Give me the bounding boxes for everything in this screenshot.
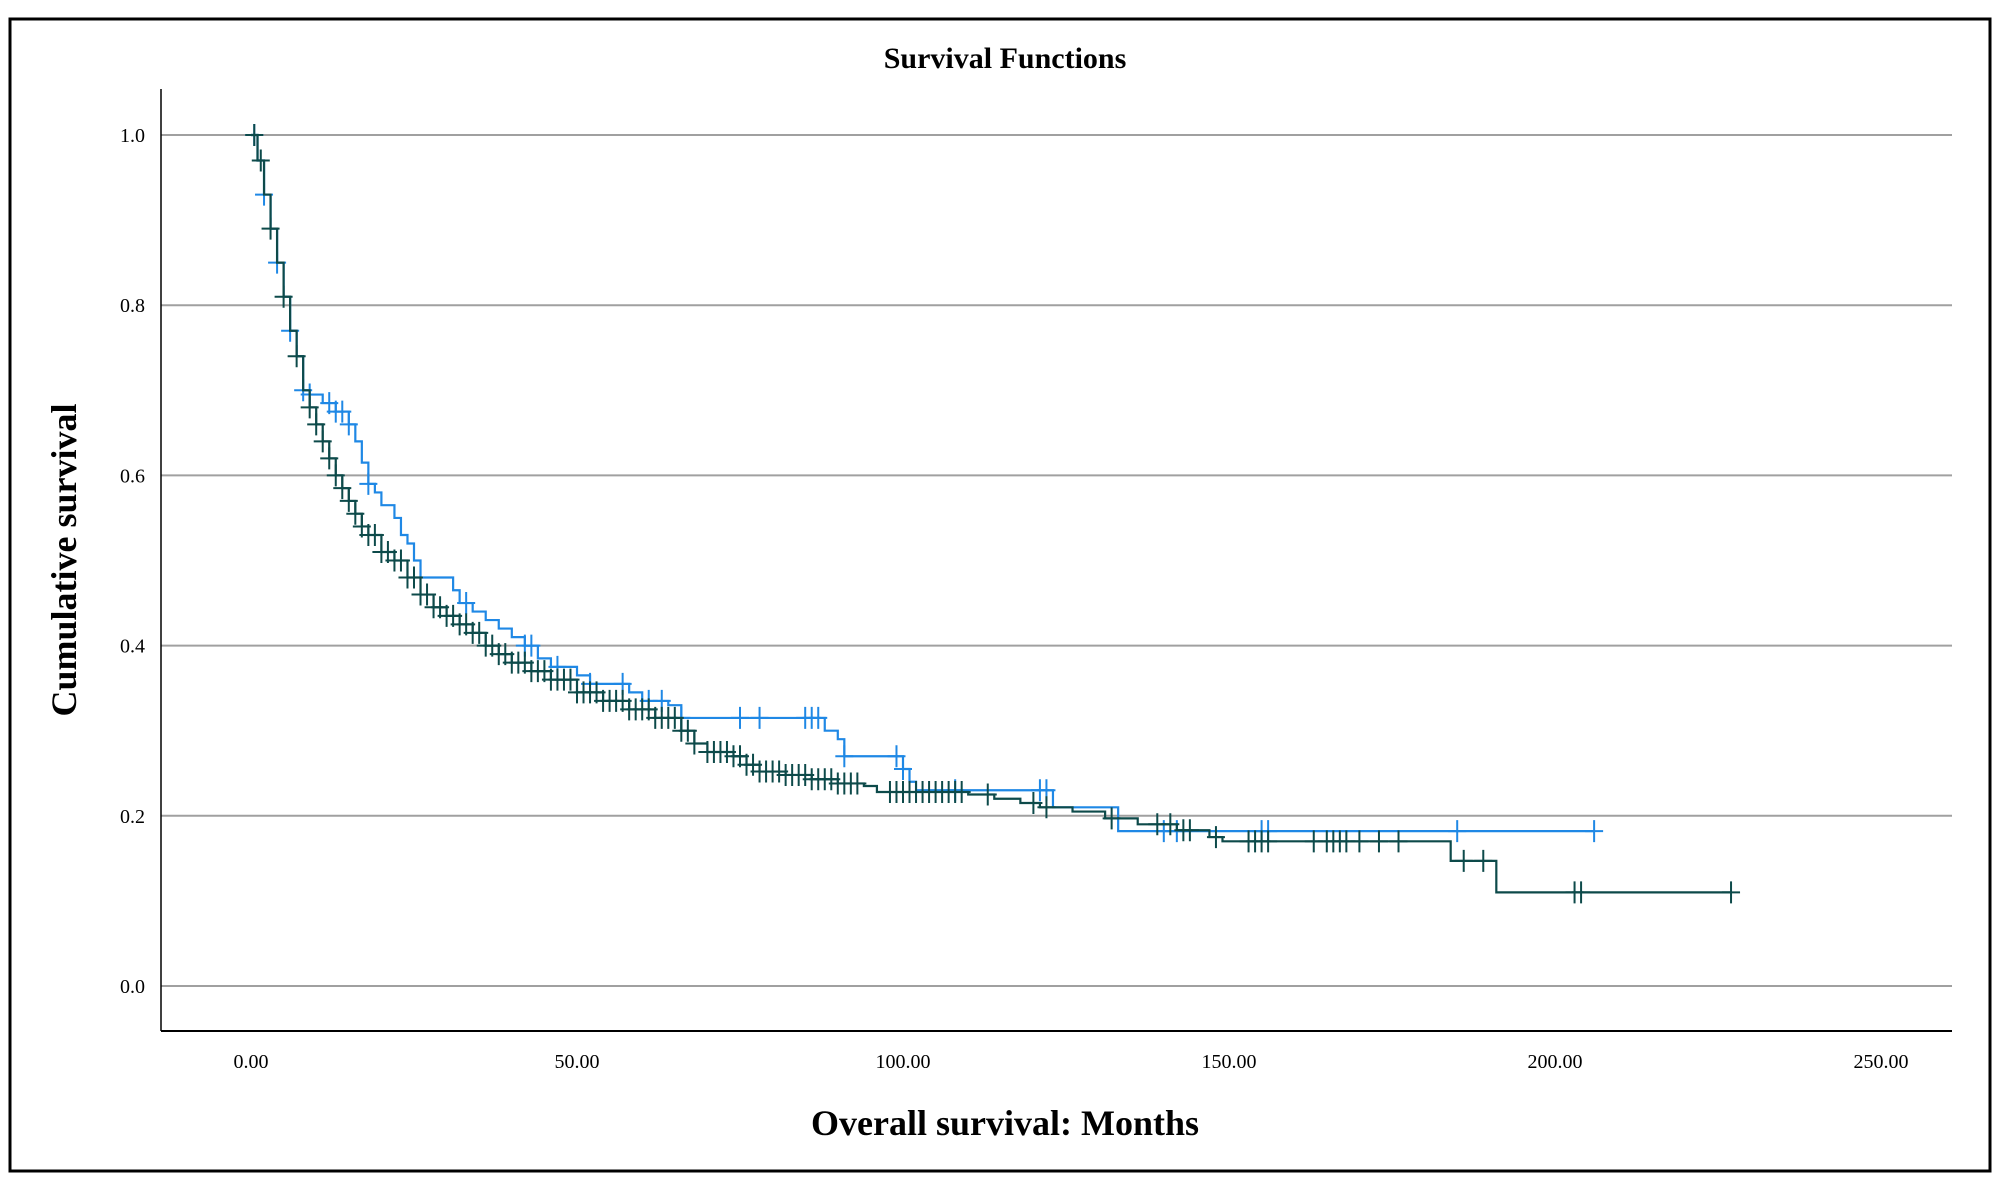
censor-mark — [1474, 849, 1493, 872]
censor-mark — [346, 502, 365, 525]
censor-mark — [391, 549, 410, 572]
censor-mark — [457, 592, 476, 615]
censor-mark — [339, 413, 358, 436]
x-tick-labels: 0.00 50.00 100.00 150.00 200.00 250.00 — [234, 1051, 1909, 1073]
censor-mark — [274, 285, 293, 308]
x-tick-label: 50.00 — [555, 1051, 600, 1073]
x-tick-label: 0.00 — [234, 1051, 269, 1073]
y-tick-label: 0.2 — [120, 806, 145, 828]
censor-mark — [1024, 792, 1043, 815]
x-tick-label: 100.00 — [876, 1051, 931, 1073]
y-tick-label: 1.0 — [120, 125, 145, 147]
censor-mark — [731, 706, 749, 729]
censor-mark — [522, 634, 541, 657]
censor-mark — [307, 413, 326, 436]
censor-mark — [333, 477, 352, 500]
censor-mark — [1454, 849, 1473, 872]
censor-mark — [952, 780, 971, 803]
censor-mark — [1722, 881, 1741, 904]
censor-mark — [665, 706, 684, 729]
chart-title: Survival Functions — [884, 42, 1127, 75]
censor-mark — [405, 566, 423, 589]
censor-mark — [1037, 796, 1056, 819]
censor-mark — [251, 149, 270, 172]
censor-mark — [333, 400, 352, 423]
censor-mark — [1389, 830, 1408, 853]
y-tick-label: 0.0 — [120, 976, 145, 998]
censor-mark — [339, 489, 358, 512]
y-tick-label: 0.8 — [120, 295, 145, 317]
censor-mark — [1161, 813, 1180, 836]
y-tick-label: 0.4 — [120, 636, 145, 658]
censor-mark — [245, 124, 264, 146]
x-tick-label: 250.00 — [1854, 1051, 1909, 1073]
censor-mark — [470, 621, 489, 644]
censor-mark — [750, 706, 769, 729]
censor-mark — [1206, 826, 1225, 849]
censor-mark — [418, 583, 437, 606]
chart-frame — [8, 17, 1992, 1173]
censor-mark — [685, 732, 704, 755]
censor-mark — [1259, 830, 1278, 853]
gridlines — [161, 134, 1952, 987]
censor-mark — [300, 396, 319, 419]
censor-mark — [287, 345, 306, 368]
censor-mark — [365, 523, 384, 546]
x-axis-label: Overall survival: Months — [811, 1103, 1199, 1143]
censor-mark — [326, 464, 345, 487]
censor-mark — [1180, 819, 1199, 842]
y-axis-label: Cumulative survival — [44, 403, 84, 716]
censor-mark — [313, 430, 332, 453]
censor-mark — [978, 783, 997, 806]
censor-mark — [1350, 830, 1369, 853]
censor-mark — [261, 217, 280, 240]
series-layer — [245, 124, 1741, 904]
x-tick-label: 150.00 — [1202, 1051, 1257, 1073]
censor-mark — [848, 772, 867, 795]
x-tick-label: 200.00 — [1528, 1051, 1583, 1073]
y-tick-label: 0.6 — [120, 465, 145, 487]
censor-mark — [359, 472, 378, 495]
y-tick-labels: 0.0 0.2 0.4 0.6 0.8 1.0 — [120, 125, 145, 998]
series-2 — [245, 124, 1741, 904]
censor-mark — [561, 668, 580, 691]
censor-mark — [887, 745, 906, 768]
censor-mark — [809, 706, 828, 729]
censor-mark — [320, 447, 339, 470]
censor-mark — [894, 757, 912, 780]
censor-mark — [835, 745, 854, 768]
censor-mark — [678, 719, 697, 742]
censor-mark — [1585, 820, 1604, 843]
censor-mark — [1572, 881, 1591, 904]
censor-mark — [1102, 807, 1121, 830]
censor-mark — [1369, 830, 1388, 853]
censor-mark — [1448, 820, 1467, 843]
